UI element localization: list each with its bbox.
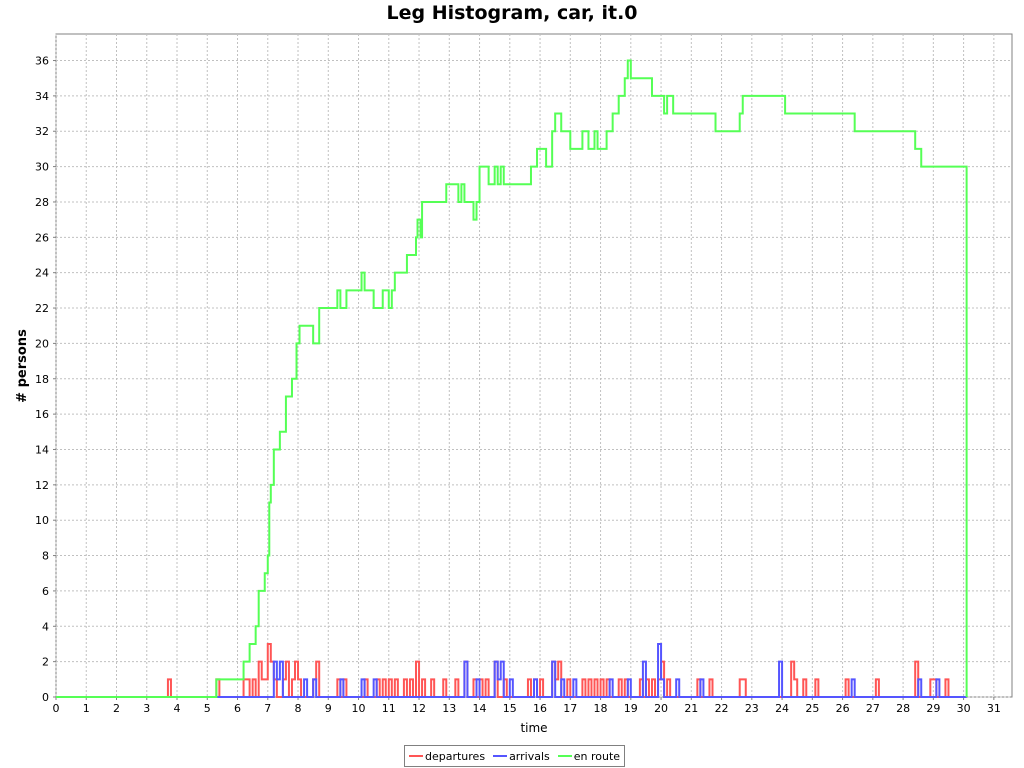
x-tick-label: 22 xyxy=(715,702,729,715)
plot-area xyxy=(55,33,1013,698)
legend-label: arrivals xyxy=(509,749,550,763)
x-tick-label: 18 xyxy=(594,702,608,715)
y-tick-label: 32 xyxy=(35,125,49,138)
x-tick-label: 9 xyxy=(325,702,332,715)
y-tick-label: 2 xyxy=(42,656,49,669)
legend-label: en route xyxy=(573,749,621,763)
x-tick-label: 26 xyxy=(836,702,850,715)
y-tick-label: 18 xyxy=(35,373,49,386)
y-tick-label: 6 xyxy=(42,585,49,598)
x-tick-label: 2 xyxy=(113,702,120,715)
x-tick-label: 27 xyxy=(866,702,880,715)
y-tick-label: 22 xyxy=(35,302,49,315)
x-tick-label: 11 xyxy=(382,702,396,715)
x-tick-label: 24 xyxy=(775,702,789,715)
y-tick-label: 4 xyxy=(42,620,49,633)
x-tick-label: 30 xyxy=(957,702,971,715)
y-tick-label: 12 xyxy=(35,479,49,492)
x-tick-label: 8 xyxy=(295,702,302,715)
x-tick-label: 7 xyxy=(264,702,271,715)
y-tick-label: 30 xyxy=(35,161,49,174)
x-tick-label: 10 xyxy=(352,702,366,715)
legend-swatch xyxy=(493,755,508,757)
y-tick-label: 34 xyxy=(35,90,49,103)
y-tick-label: 36 xyxy=(35,55,49,68)
x-tick-label: 21 xyxy=(684,702,698,715)
x-tick-label: 20 xyxy=(654,702,668,715)
legend-swatch xyxy=(409,755,423,757)
x-tick-label: 31 xyxy=(987,702,1001,715)
x-axis-title: time xyxy=(520,721,547,735)
x-tick-label: 12 xyxy=(412,702,426,715)
x-tick-label: 1 xyxy=(83,702,90,715)
y-tick-label: 8 xyxy=(42,550,49,563)
y-tick-label: 28 xyxy=(35,196,49,209)
chart-title: Leg Histogram, car, it.0 xyxy=(386,2,638,24)
y-tick-label: 16 xyxy=(35,408,49,421)
series-lines xyxy=(56,59,968,698)
x-tick-label: 17 xyxy=(563,702,577,715)
x-tick-label: 23 xyxy=(745,702,759,715)
y-tick-label: 24 xyxy=(35,267,49,280)
x-tick-label: 19 xyxy=(624,702,638,715)
series-line-departures xyxy=(56,642,967,698)
legend-swatch xyxy=(557,755,572,757)
axis-ticks: 0 1 2 3 4 5 6 7 8 9 10 11 12 13 14 15 16 17 18 19 20 21 22 23 24… xyxy=(35,55,1001,715)
legend-item-arrivals: arrivals xyxy=(493,750,550,763)
series-line-arrivals xyxy=(56,642,967,698)
legend: departures arrivals en route xyxy=(404,745,626,767)
legend-item-departures: departures xyxy=(409,750,485,763)
y-tick-label: 20 xyxy=(35,337,49,350)
x-tick-label: 4 xyxy=(174,702,181,715)
x-tick-label: 14 xyxy=(473,702,487,715)
x-tick-label: 3 xyxy=(143,702,150,715)
y-tick-label: 26 xyxy=(35,231,49,244)
x-tick-label: 13 xyxy=(442,702,456,715)
legend-item-en-route: en route xyxy=(557,749,621,763)
x-tick-label: 25 xyxy=(805,702,819,715)
x-tick-label: 6 xyxy=(234,702,241,715)
x-tick-label: 0 xyxy=(53,702,60,715)
series-line-en-route xyxy=(56,59,968,698)
y-tick-label: 0 xyxy=(42,691,49,704)
y-axis-title: # persons xyxy=(15,329,30,403)
x-tick-label: 28 xyxy=(896,702,910,715)
x-tick-label: 15 xyxy=(503,702,517,715)
y-tick-label: 10 xyxy=(35,514,49,527)
x-tick-label: 16 xyxy=(533,702,547,715)
y-tick-label: 14 xyxy=(35,443,49,456)
x-tick-label: 5 xyxy=(204,702,211,715)
x-tick-label: 29 xyxy=(926,702,940,715)
legend-label: departures xyxy=(425,749,486,763)
